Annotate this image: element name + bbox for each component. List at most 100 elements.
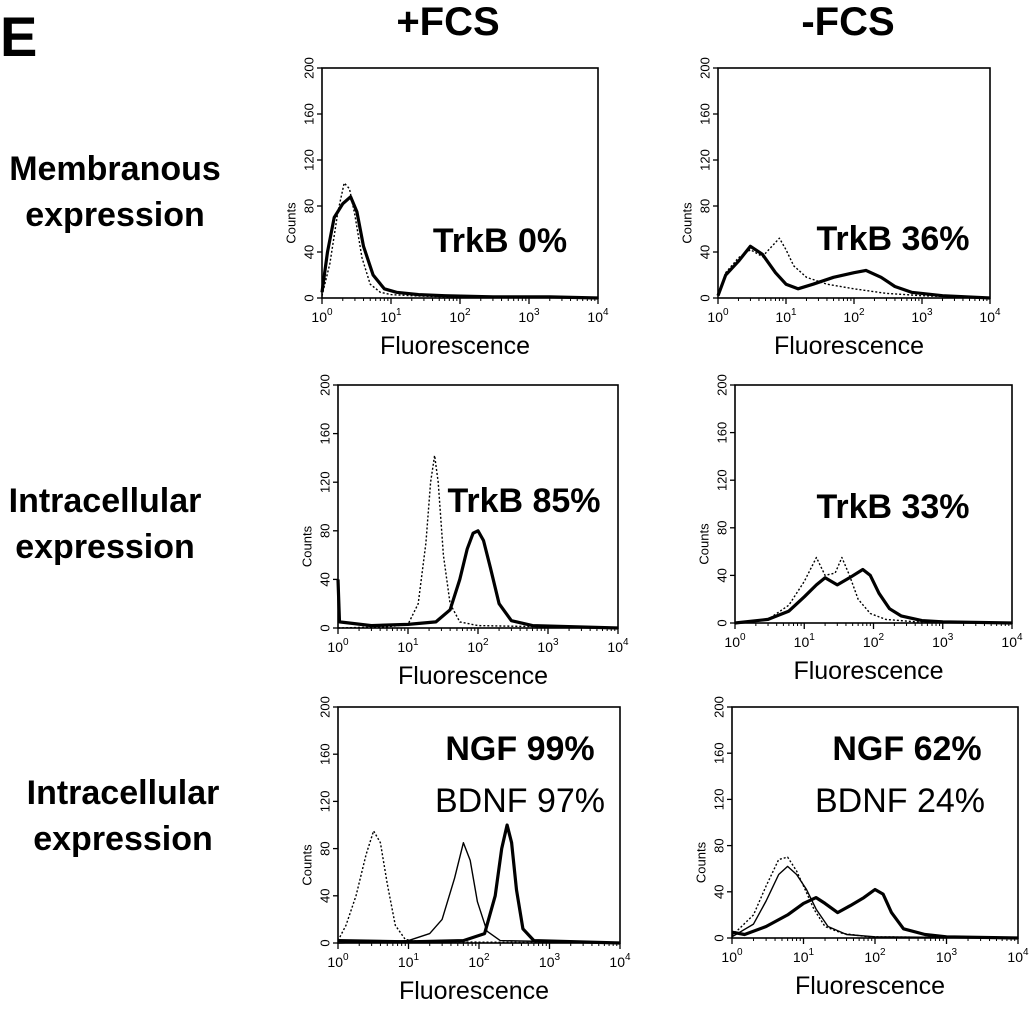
y-tick-label: 40: [697, 245, 712, 259]
y-tick-label: 0: [301, 294, 316, 301]
x-tick-label: 102: [467, 637, 489, 655]
x-axis-label: Fluorescence: [774, 332, 924, 360]
row-header-3-line-2: expression: [33, 820, 213, 858]
y-tick-label: 160: [317, 743, 332, 765]
y-tick-label: 0: [697, 294, 712, 301]
histogram-series-thin: [337, 842, 621, 944]
x-tick-label: 100: [327, 637, 349, 655]
x-tick-label: 101: [397, 637, 419, 655]
x-tick-label: 101: [793, 947, 815, 965]
y-tick-label: 40: [317, 889, 332, 903]
histogram-series-dotted: [337, 830, 621, 944]
x-tick-label: 101: [775, 307, 797, 325]
row-header-3-line-1: Intracellular: [26, 774, 220, 812]
x-tick-label: 103: [932, 632, 954, 650]
histogram-series-solid: [731, 887, 1019, 940]
percent-annotation: TrkB 33%: [816, 488, 969, 526]
y-axis-label: Counts: [299, 525, 314, 567]
row-header-1-line-1: Membranous: [9, 150, 221, 188]
x-tick-label: 104: [587, 307, 609, 325]
x-axis-label: Fluorescence: [398, 662, 548, 690]
histogram-panel-5: 0 40 80 120 160 200 Counts 100 101 102 103 104 Fluor…: [299, 696, 631, 1005]
y-tick-label: 160: [697, 103, 712, 125]
x-tick-label: 102: [863, 632, 885, 650]
histogram-series-solid: [337, 823, 621, 945]
histogram-series-solid: [734, 567, 1013, 625]
x-tick-label: 104: [1007, 947, 1029, 965]
y-tick-label: 120: [301, 149, 316, 171]
row-header-3: Intracellular expression: [8, 770, 238, 862]
y-tick-label: 120: [317, 471, 332, 493]
x-tick-label: 102: [468, 952, 490, 970]
y-tick-label: 80: [301, 199, 316, 213]
y-tick-label: 0: [714, 619, 729, 626]
y-axis-label: Counts: [696, 523, 711, 565]
y-tick-label: 160: [714, 422, 729, 444]
percent-annotation: BDNF 97%: [435, 782, 605, 820]
y-tick-label: 160: [301, 103, 316, 125]
row-header-2-line-1: Intracellular: [8, 482, 202, 520]
y-axis-label: Counts: [693, 841, 708, 883]
x-tick-label: 103: [537, 637, 559, 655]
x-tick-label: 104: [979, 307, 1001, 325]
x-tick-label: 103: [911, 307, 933, 325]
x-tick-label: 103: [518, 307, 540, 325]
y-tick-label: 80: [697, 199, 712, 213]
x-tick-label: 100: [724, 632, 746, 650]
x-tick-label: 101: [398, 952, 420, 970]
y-tick-label: 40: [711, 885, 726, 899]
x-axis-label: Fluorescence: [795, 972, 945, 1000]
x-tick-label: 103: [539, 952, 561, 970]
percent-annotation: NGF 62%: [832, 730, 981, 768]
y-tick-label: 80: [711, 838, 726, 852]
y-tick-label: 0: [317, 624, 332, 631]
histogram-series-dotted: [734, 556, 1013, 624]
x-tick-label: 101: [380, 307, 402, 325]
y-tick-label: 120: [711, 789, 726, 811]
x-tick-label: 101: [794, 632, 816, 650]
histogram-panel-3: 0 40 80 120 160 200 Counts 100 101 102 103 104 Fluor…: [299, 374, 629, 690]
percent-annotation: TrkB 85%: [447, 482, 600, 520]
y-tick-label: 200: [301, 57, 316, 79]
y-tick-label: 200: [697, 57, 712, 79]
x-tick-label: 104: [1001, 632, 1023, 650]
histogram-panel-6: 0 40 80 120 160 200 Counts 100 101 102 103 104 Fluor…: [693, 696, 1029, 1000]
histogram-series-dotted: [337, 454, 619, 629]
y-axis-label: Counts: [679, 202, 694, 244]
x-tick-label: 102: [843, 307, 865, 325]
row-header-1: Membranous expression: [0, 146, 230, 238]
plot-frame: [717, 67, 991, 299]
x-tick-label: 100: [707, 307, 729, 325]
percent-annotation: TrkB 36%: [816, 220, 969, 258]
x-tick-label: 102: [449, 307, 471, 325]
histogram-series-thin: [731, 865, 1019, 939]
y-tick-label: 40: [301, 245, 316, 259]
y-tick-label: 120: [697, 149, 712, 171]
row-header-2: Intracellular expression: [0, 478, 220, 570]
y-tick-label: 80: [714, 521, 729, 535]
x-tick-label: 104: [607, 637, 629, 655]
row-header-1-line-2: expression: [25, 196, 205, 234]
y-axis-label: Counts: [283, 202, 298, 244]
x-tick-label: 104: [609, 952, 631, 970]
histogram-series-solid: [320, 195, 599, 300]
histogram-panel-4: 0 40 80 120 160 200 Counts 100 101 102 103 104 Fluor…: [696, 374, 1023, 685]
x-tick-label: 100: [327, 952, 349, 970]
x-tick-label: 102: [864, 947, 886, 965]
x-axis-label: Fluorescence: [399, 977, 549, 1005]
y-tick-label: 200: [317, 374, 332, 396]
column-header-plus-fcs: +FCS: [396, 0, 500, 44]
y-tick-label: 160: [317, 423, 332, 445]
y-tick-label: 120: [714, 469, 729, 491]
y-tick-label: 200: [317, 696, 332, 718]
histogram-panel-2: 0 40 80 120 160 200 Counts 100 101 102 103 104 Fluor…: [679, 57, 1001, 360]
y-tick-label: 160: [711, 742, 726, 764]
histogram-series-dotted: [731, 856, 1019, 939]
histogram-series-solid: [336, 529, 619, 630]
y-tick-label: 0: [711, 934, 726, 941]
y-tick-label: 80: [317, 524, 332, 538]
histogram-panel-1: 0 40 80 120 160 200 Counts 100 101 102 103 104 Fluor…: [283, 57, 609, 360]
y-tick-label: 80: [317, 841, 332, 855]
panel-label: E: [0, 5, 38, 68]
